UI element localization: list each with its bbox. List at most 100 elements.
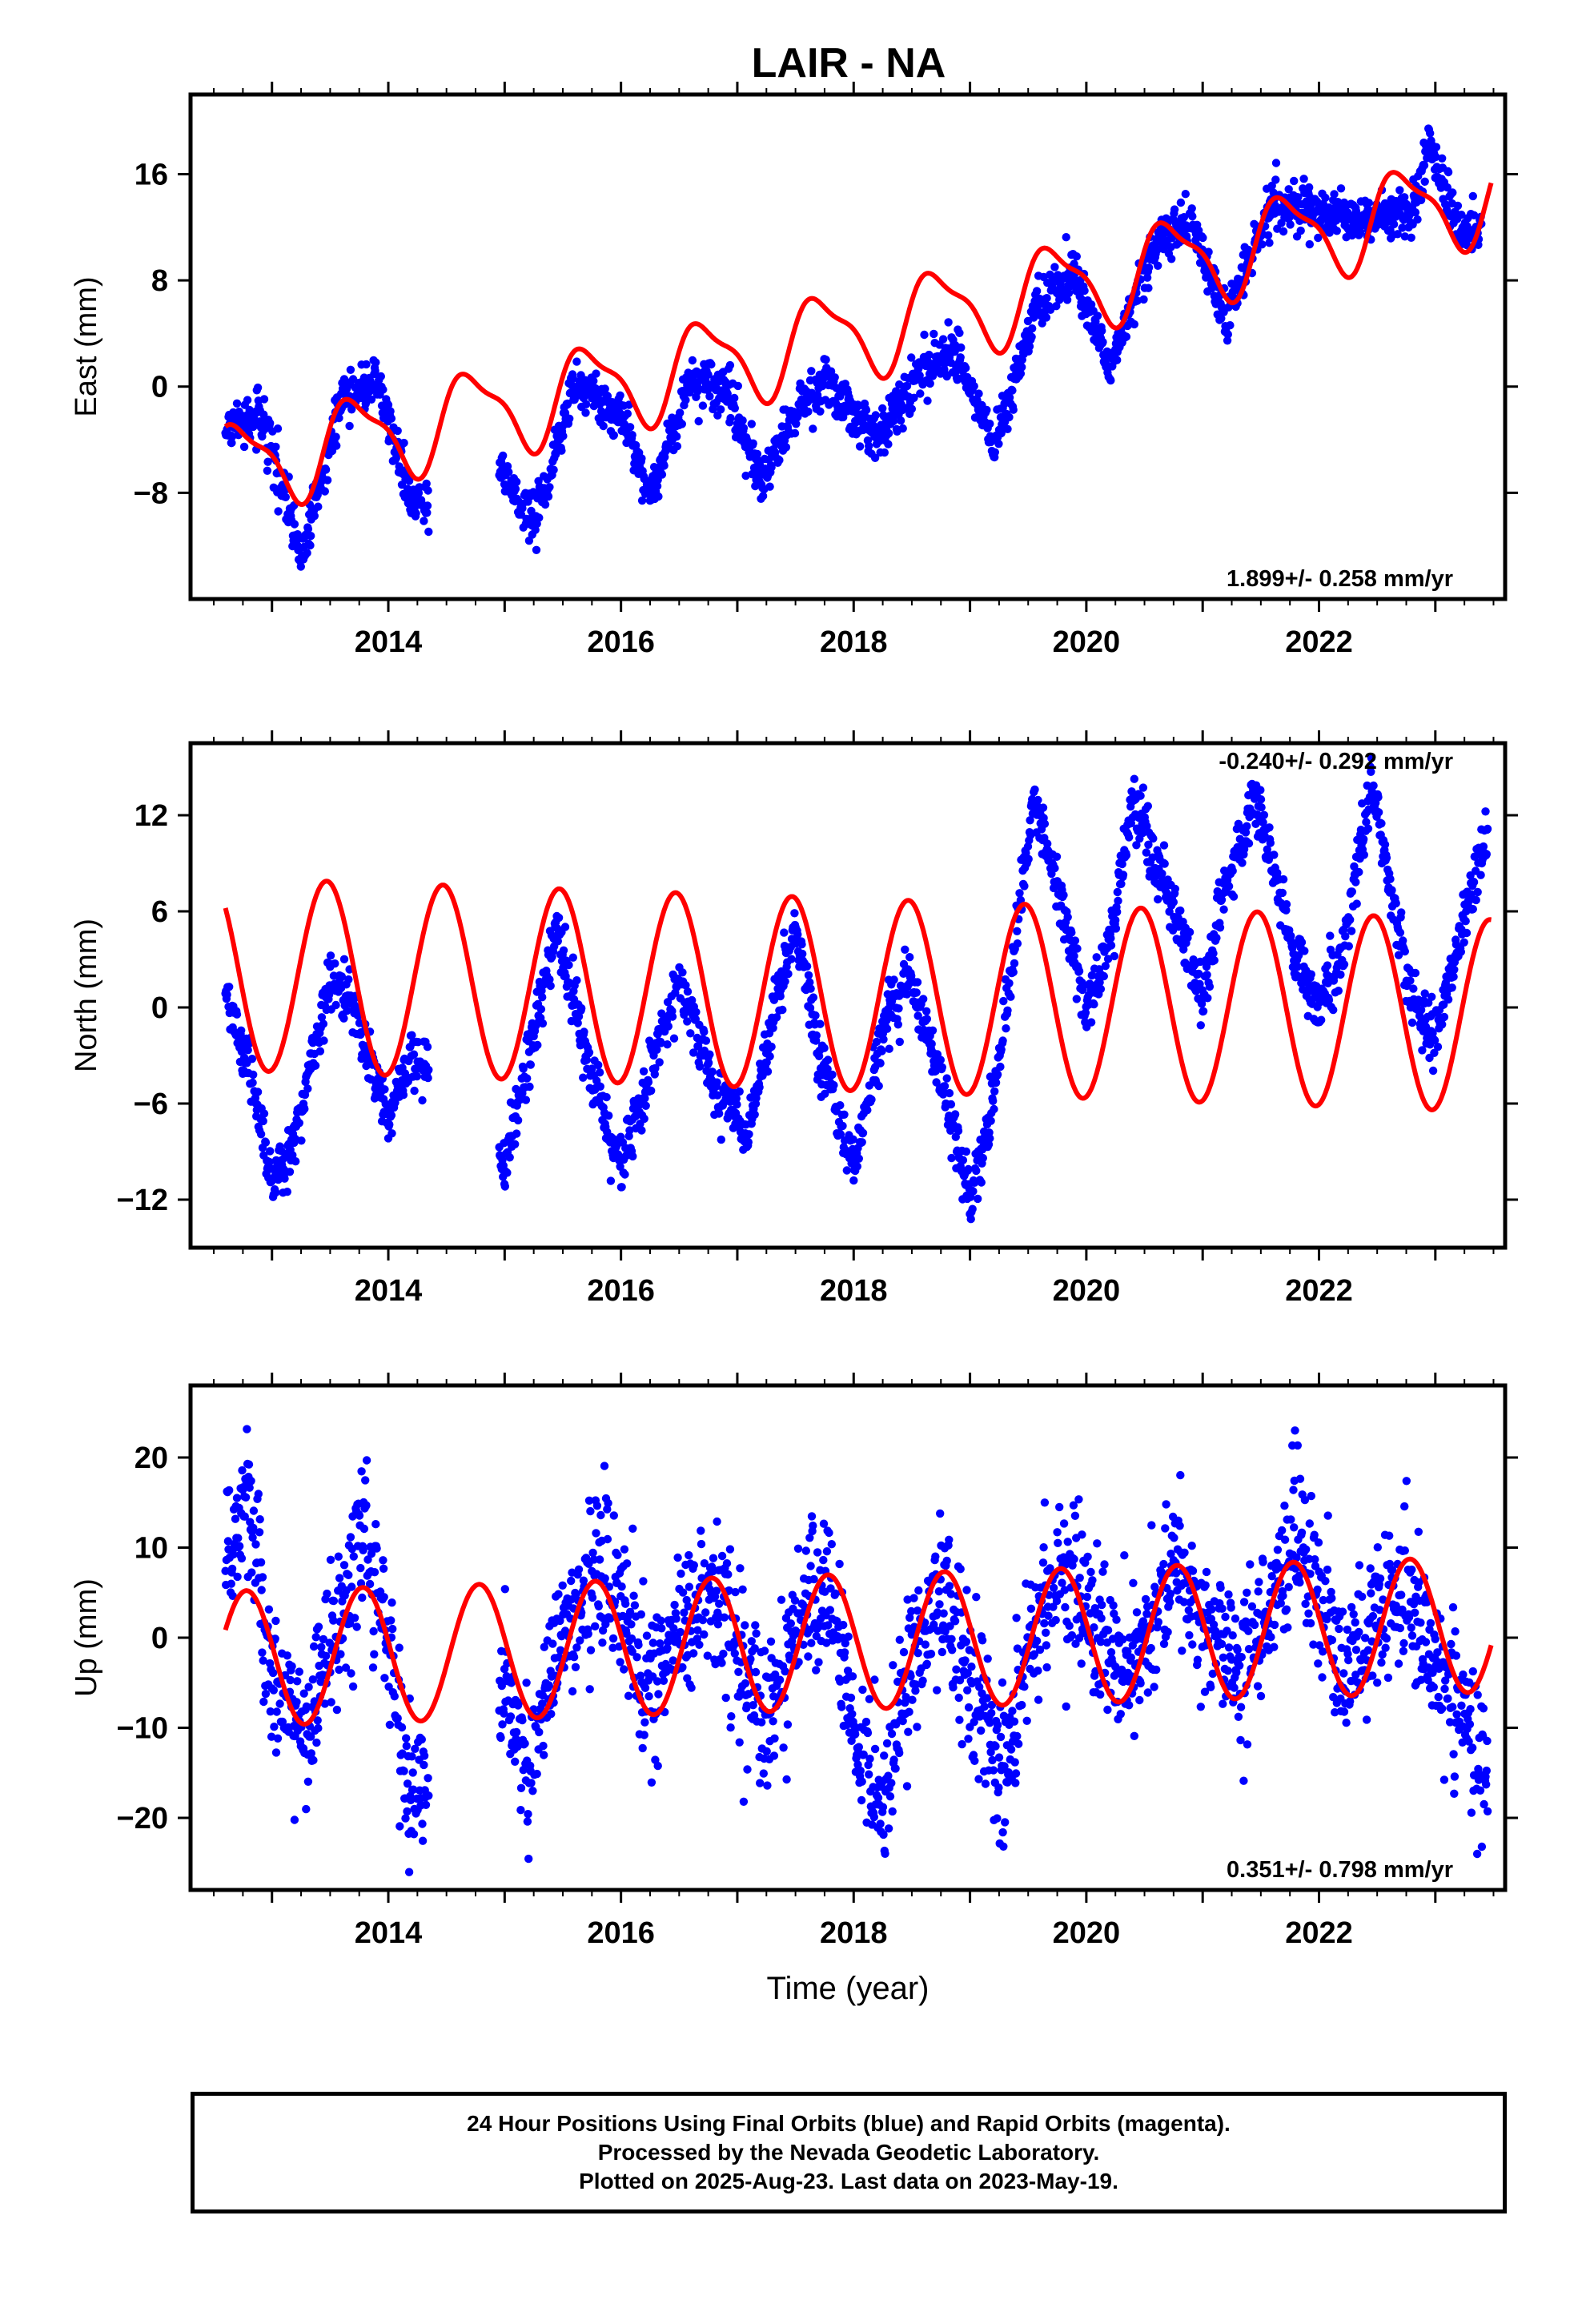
observation-dot (1286, 220, 1295, 229)
observation-dot (1125, 833, 1134, 842)
observation-dot (907, 353, 916, 362)
observation-dot (1062, 233, 1070, 242)
observation-dot (821, 1089, 829, 1099)
observation-dot (225, 983, 234, 991)
observation-dot (863, 1106, 872, 1115)
observation-dot (1025, 342, 1034, 351)
observation-dot (1355, 867, 1363, 877)
observation-dot (314, 502, 323, 511)
observation-dot (640, 1114, 648, 1124)
observation-dot (769, 1023, 777, 1033)
observation-dot (673, 432, 681, 441)
observation-dot (1428, 1066, 1438, 1076)
observation-dot (1110, 951, 1119, 961)
observation-dot (1203, 994, 1212, 1003)
observation-dot (1170, 884, 1180, 894)
observation-dot (253, 383, 263, 392)
observation-dot (1279, 227, 1288, 236)
observation-dot (776, 991, 785, 1001)
observation-dot (1443, 995, 1453, 1004)
observation-dot (247, 1568, 256, 1577)
observation-dot (359, 1546, 367, 1555)
observation-dot (368, 1663, 378, 1672)
observation-dot (713, 1078, 721, 1087)
observation-dot (1347, 887, 1357, 896)
observation-dot (1395, 928, 1405, 937)
observation-dot (1278, 888, 1287, 898)
observation-dot (303, 1777, 313, 1786)
observation-dot (1224, 882, 1234, 891)
observation-dot (1374, 793, 1383, 802)
observation-dot (905, 953, 914, 962)
observation-dot (1359, 834, 1368, 844)
observation-dot (272, 1707, 281, 1716)
observation-dot (339, 955, 349, 964)
observation-dot (572, 357, 581, 366)
observation-dot (874, 1081, 883, 1091)
y-tick-label: 16 (135, 158, 168, 191)
observation-dot (296, 562, 305, 571)
observation-dot (1257, 803, 1266, 812)
observation-dot (1326, 931, 1335, 940)
observation-dot (387, 1129, 396, 1138)
observation-dot (307, 1749, 315, 1758)
observation-dot (884, 429, 893, 438)
observation-dot (511, 1757, 520, 1766)
observation-dot (1407, 233, 1415, 242)
observation-dot (335, 1665, 343, 1675)
observation-dot (255, 1528, 264, 1537)
observation-dot (286, 1675, 295, 1685)
observation-dot (701, 1036, 711, 1045)
observation-dot (1095, 978, 1104, 987)
rate-annotation: -0.240+/- 0.292 mm/yr (1219, 749, 1453, 774)
observation-dot (1267, 181, 1276, 191)
observation-dot (686, 1029, 695, 1038)
observation-dot (424, 486, 432, 495)
observation-dot (386, 407, 395, 416)
observation-dot (1294, 193, 1303, 202)
observation-dot (1413, 215, 1422, 224)
observation-dot (1099, 971, 1109, 981)
observation-dot (1106, 934, 1115, 943)
observation-dot (1407, 1018, 1417, 1027)
observation-dot (1103, 955, 1113, 963)
observation-dot (379, 1556, 387, 1565)
observation-dot (1321, 193, 1330, 203)
observation-dot (678, 968, 687, 977)
observation-dot (297, 1136, 306, 1145)
observation-dot (574, 1565, 584, 1574)
observation-dot (865, 441, 873, 451)
observation-dot (1363, 824, 1373, 834)
observation-dot (577, 1003, 586, 1013)
observation-dot (553, 937, 562, 946)
observation-dot (525, 1082, 534, 1092)
observation-dot (1243, 822, 1251, 830)
observation-dot (1438, 1020, 1447, 1029)
observation-dot (858, 1128, 868, 1138)
observation-dot (730, 393, 739, 403)
observation-dot (857, 1138, 866, 1147)
observation-dot (235, 1542, 244, 1550)
observation-dot (237, 1026, 246, 1035)
observation-dot (237, 1554, 247, 1563)
observation-dot (567, 1576, 576, 1586)
observation-dot (1411, 968, 1420, 978)
observation-dot (293, 1677, 302, 1686)
observation-dot (745, 1130, 753, 1139)
observation-dot (244, 1460, 254, 1469)
observation-dot (365, 1579, 375, 1589)
observation-dot (249, 1070, 258, 1080)
observation-dot (804, 971, 813, 980)
observation-dot (1377, 819, 1386, 828)
observation-dot (1359, 850, 1369, 859)
observation-dot (1329, 1005, 1338, 1015)
observation-dot (248, 1078, 257, 1088)
observation-dot (1144, 283, 1153, 292)
observation-dots (221, 1425, 1492, 1876)
observation-dot (312, 1738, 321, 1747)
observation-dot (676, 408, 685, 417)
observation-dot (656, 1039, 665, 1047)
observation-dot (295, 1119, 303, 1128)
observation-dot (681, 396, 690, 404)
observation-dot (1122, 332, 1131, 341)
